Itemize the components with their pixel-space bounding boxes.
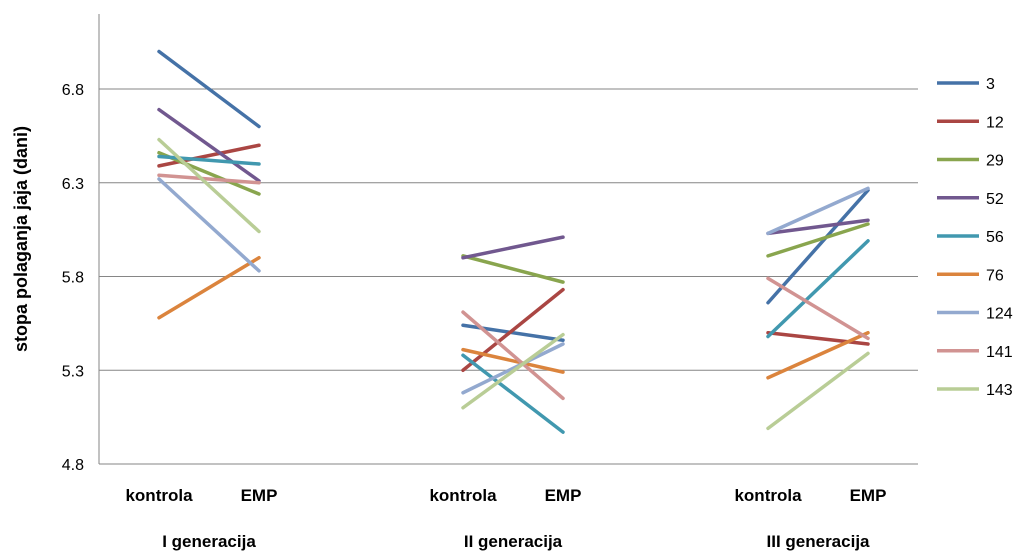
legend-label: 141 [986,344,1013,361]
x-category-label: EMP [545,486,582,505]
legend: 3 12 29 52 56 76 124 141 143 [937,76,1013,399]
x-category-label: EMP [850,486,887,505]
legend-label: 29 [986,153,1004,170]
legend-label: 52 [986,191,1004,208]
x-category-label: kontrola [429,486,497,505]
x-category-label: kontrola [734,486,802,505]
series-line-124 [766,186,870,236]
legend-label: 3 [986,76,995,93]
series-line-143 [766,351,870,431]
series-line-52 [157,107,261,183]
y-tick-label: 5.8 [62,270,84,287]
series-line-56 [157,154,261,166]
x-category-label: EMP [241,486,278,505]
x-group-label: I generacija [162,532,256,551]
legend-label: 12 [986,114,1004,131]
series-line-3 [461,323,565,342]
series-line-56 [461,353,565,434]
series-line-29 [766,222,870,258]
series-line-56 [766,239,870,339]
y-tick-label: 6.3 [62,176,84,193]
y-tick-label: 5.3 [62,363,84,380]
series-line-141 [766,276,870,341]
series-line-12 [157,143,261,168]
legend-label: 124 [986,306,1013,323]
series-line-52 [461,235,565,260]
series-line-12 [461,287,565,372]
legend-label: 56 [986,229,1004,246]
series-line-76 [461,347,565,374]
series-line-3 [766,188,870,305]
series-line-3 [157,49,261,129]
x-category-label: kontrola [125,486,193,505]
series-line-124 [157,177,261,273]
series-line-141 [461,310,565,401]
legend-label: 143 [986,382,1013,399]
series-lines [157,49,870,434]
category-labels: kontrola EMP kontrola EMP kontrola EMP [125,486,886,505]
series-line-143 [461,332,565,410]
series-line-29 [157,151,261,196]
x-group-label: II generacija [464,532,563,551]
series-line-143 [157,137,261,234]
group-labels: I generacija II generacija III generacija [162,532,870,551]
series-line-76 [766,331,870,380]
y-tick-label: 4.8 [62,457,84,474]
y-tick-label: 6.8 [62,82,84,99]
series-line-52 [766,218,870,236]
legend-label: 76 [986,267,1004,284]
series-line-141 [157,173,261,185]
series-line-29 [461,254,565,284]
series-line-124 [461,342,565,395]
series-line-76 [157,256,261,320]
y-tick-labels: 4.8 5.3 5.8 6.3 6.8 [62,82,84,474]
x-group-label: III generacija [767,532,871,551]
axes [98,14,918,465]
y-axis-label: stopa polaganja jaja (dani) [11,126,31,352]
